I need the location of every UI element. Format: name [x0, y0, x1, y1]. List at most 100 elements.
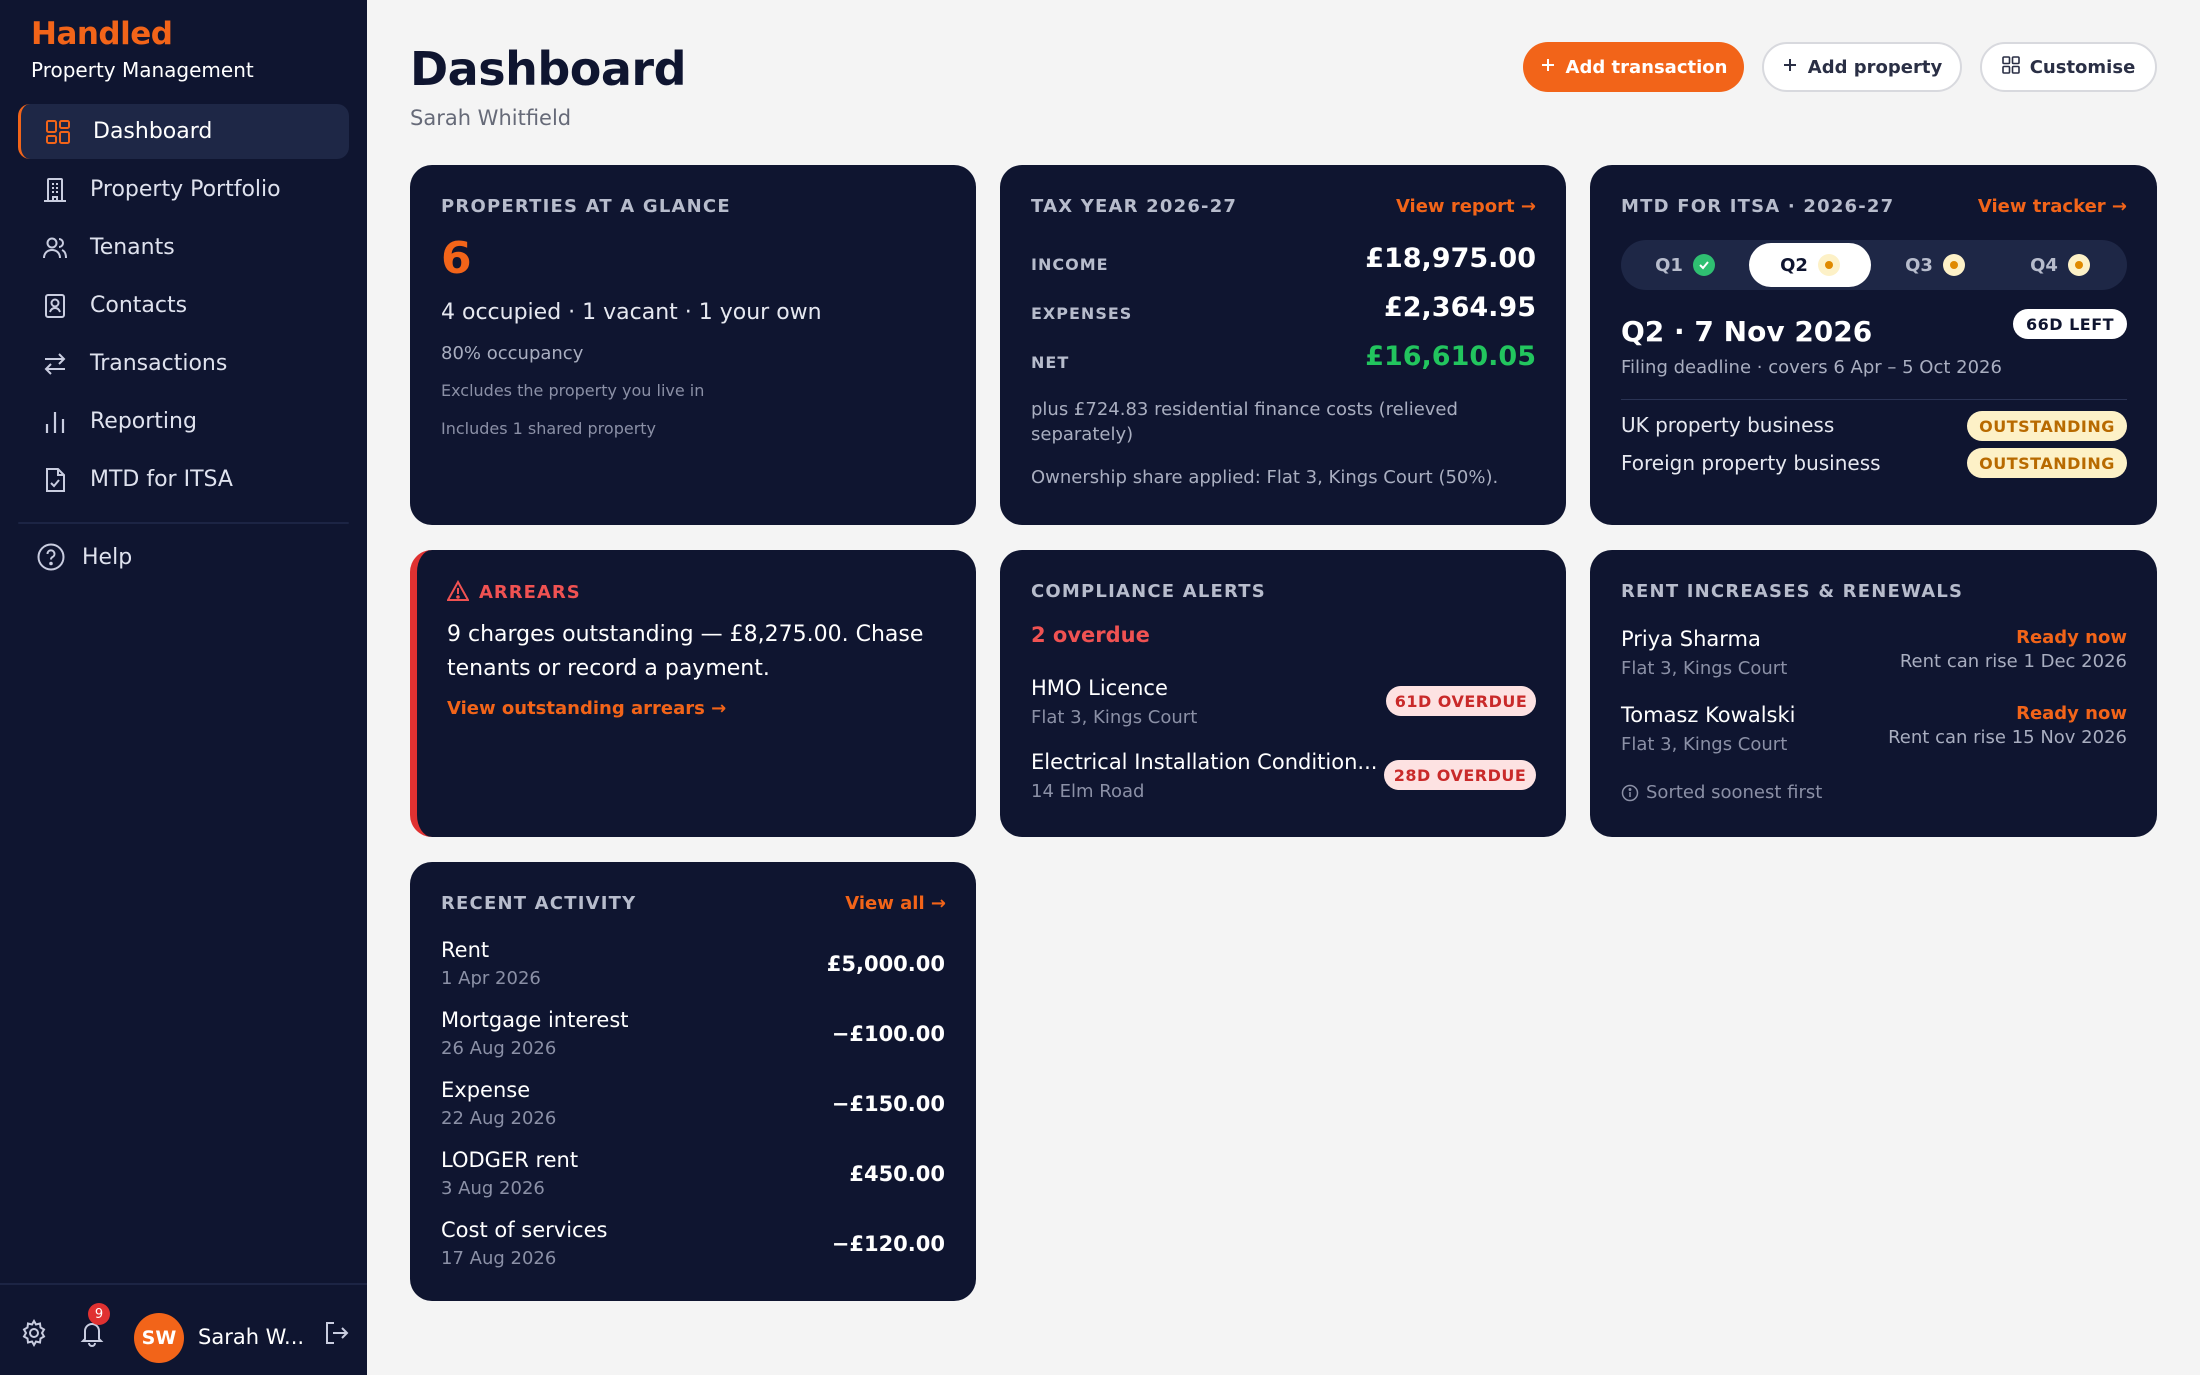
- plus-icon: [1782, 57, 1798, 78]
- sidebar-item-property-portfolio[interactable]: Property Portfolio: [18, 162, 349, 217]
- sidebar-item-label: Tenants: [90, 235, 175, 260]
- quarter-tabs: Q1 Q2 Q3 Q4: [1621, 240, 2127, 290]
- add-transaction-label: Add transaction: [1565, 56, 1728, 78]
- sidebar-nav: Dashboard Property Portfolio Tenants Con…: [18, 104, 349, 510]
- renewal-status: Ready now: [2016, 703, 2127, 724]
- list-item[interactable]: Rent 1 Apr 2026 £5,000.00: [441, 938, 945, 1008]
- quarter-label: Q4: [2030, 254, 2058, 276]
- tenant-name[interactable]: Priya Sharma: [1621, 627, 1761, 651]
- gear-icon[interactable]: [20, 1318, 48, 1351]
- page-title: Dashboard: [410, 42, 687, 96]
- sidebar-item-contacts[interactable]: Contacts: [18, 278, 349, 333]
- pending-dot-icon: [1817, 254, 1840, 276]
- arrears-label: ARREARS: [479, 582, 581, 603]
- building-icon: [40, 175, 70, 205]
- activity-name: Mortgage interest: [441, 1008, 629, 1032]
- list-item[interactable]: LODGER rent 3 Aug 2026 £450.00: [441, 1148, 945, 1218]
- activity-date: 22 Aug 2026: [441, 1108, 557, 1129]
- income-label: INCOME: [1031, 255, 1109, 274]
- mtd-itsa-card: MTD FOR ITSA · 2026-27 View tracker → Q1…: [1590, 165, 2157, 525]
- contact-card-icon: [40, 291, 70, 321]
- card-label: COMPLIANCE ALERTS: [1031, 581, 1266, 602]
- quarter-label: Q1: [1655, 254, 1683, 276]
- tab-q2[interactable]: Q2: [1749, 243, 1871, 287]
- customise-button[interactable]: Customise: [1980, 42, 2157, 92]
- sidebar-item-label: Reporting: [90, 409, 197, 434]
- check-icon: [1692, 254, 1715, 276]
- list-item[interactable]: Cost of services 17 Aug 2026 −£120.00: [441, 1218, 945, 1288]
- tenant-property: Flat 3, Kings Court: [1621, 734, 1788, 755]
- bell-icon[interactable]: [78, 1319, 106, 1351]
- logout-icon[interactable]: [322, 1319, 350, 1351]
- sidebar-item-tenants[interactable]: Tenants: [18, 220, 349, 275]
- user-name[interactable]: Sarah W...: [198, 1325, 305, 1349]
- sidebar-footer: 9 SW Sarah W...: [0, 1283, 367, 1375]
- pending-dot-icon: [2067, 254, 2090, 276]
- arrears-message: 9 charges outstanding — £8,275.00. Chase…: [447, 622, 924, 681]
- page-subtitle: Sarah Whitfield: [410, 106, 572, 130]
- properties-glance-card[interactable]: PROPERTIES AT A GLANCE 6 4 occupied · 1 …: [410, 165, 976, 525]
- tax-year-card: TAX YEAR 2026-27 View report → INCOME £1…: [1000, 165, 1566, 525]
- business-name: UK property business: [1621, 413, 1835, 437]
- view-all-link[interactable]: View all →: [845, 893, 946, 914]
- net-label: NET: [1031, 353, 1070, 372]
- notification-count-badge: 9: [88, 1303, 110, 1325]
- activity-date: 3 Aug 2026: [441, 1178, 545, 1199]
- rent-renewals-card: RENT INCREASES & RENEWALS Priya Sharma F…: [1590, 550, 2157, 837]
- sidebar-item-label: MTD for ITSA: [90, 467, 233, 492]
- tab-q1[interactable]: Q1: [1624, 243, 1746, 287]
- income-value: £18,975.00: [1365, 243, 1536, 274]
- glance-note: Excludes the property you live in: [441, 381, 705, 400]
- grid-icon: [43, 117, 73, 147]
- list-item[interactable]: Mortgage interest 26 Aug 2026 −£100.00: [441, 1008, 945, 1078]
- help-link[interactable]: Help: [36, 537, 132, 577]
- add-transaction-button[interactable]: Add transaction: [1523, 42, 1744, 92]
- occupancy-breakdown: 4 occupied · 1 vacant · 1 your own: [441, 300, 822, 325]
- finance-costs-note: plus £724.83 residential finance costs (…: [1031, 399, 1458, 445]
- warning-triangle-icon: [446, 579, 470, 606]
- tab-q4[interactable]: Q4: [1999, 243, 2121, 287]
- alert-title[interactable]: HMO Licence: [1031, 676, 1168, 700]
- alert-title[interactable]: Electrical Installation Condition...: [1031, 750, 1378, 774]
- view-tracker-link[interactable]: View tracker →: [1977, 196, 2127, 217]
- brand[interactable]: Handled Property Management: [31, 16, 254, 82]
- arrears-card: ARREARS 9 charges outstanding — £8,275.0…: [410, 550, 976, 837]
- sidebar-item-dashboard[interactable]: Dashboard: [18, 104, 349, 159]
- view-report-link[interactable]: View report →: [1395, 196, 1536, 217]
- sidebar-item-transactions[interactable]: Transactions: [18, 336, 349, 391]
- card-label: RECENT ACTIVITY: [441, 893, 637, 914]
- renewal-detail: Rent can rise 1 Dec 2026: [1899, 651, 2127, 672]
- grid-icon: [2001, 55, 2020, 79]
- add-property-button[interactable]: Add property: [1762, 42, 1962, 92]
- activity-date: 26 Aug 2026: [441, 1038, 557, 1059]
- help-circle-icon: [36, 542, 66, 572]
- bar-chart-icon: [40, 407, 70, 437]
- info-icon: [1621, 784, 1639, 806]
- activity-amount: −£100.00: [831, 1022, 945, 1046]
- overdue-badge: 61D OVERDUE: [1386, 686, 1536, 716]
- sidebar-item-reporting[interactable]: Reporting: [18, 394, 349, 449]
- status-badge: OUTSTANDING: [1967, 411, 2127, 441]
- card-label: MTD FOR ITSA · 2026-27: [1621, 196, 1895, 217]
- expenses-value: £2,364.95: [1383, 292, 1536, 323]
- activity-amount: £5,000.00: [826, 952, 945, 976]
- list-item[interactable]: Expense 22 Aug 2026 −£150.00: [441, 1078, 945, 1148]
- sidebar: Handled Property Management Dashboard Pr…: [0, 0, 367, 1375]
- view-arrears-link[interactable]: View outstanding arrears →: [447, 698, 727, 719]
- swap-arrows-icon: [40, 349, 70, 379]
- renewal-status: Ready now: [2016, 627, 2127, 648]
- brand-name: Handled: [31, 16, 173, 52]
- avatar[interactable]: SW: [134, 1313, 184, 1363]
- sidebar-item-label: Contacts: [90, 293, 188, 318]
- help-label: Help: [82, 544, 133, 570]
- net-value: £16,610.05: [1365, 341, 1536, 372]
- activity-amount: −£120.00: [831, 1232, 945, 1256]
- renewal-detail: Rent can rise 15 Nov 2026: [1888, 727, 2127, 748]
- sidebar-item-mtd-for-itsa[interactable]: MTD for ITSA: [18, 452, 349, 507]
- tenant-name[interactable]: Tomasz Kowalski: [1621, 703, 1796, 727]
- activity-date: 17 Aug 2026: [441, 1248, 557, 1269]
- alert-location: 14 Elm Road: [1031, 781, 1145, 802]
- sort-note: Sorted soonest first: [1646, 782, 1823, 803]
- tab-q3[interactable]: Q3: [1874, 243, 1996, 287]
- status-badge: OUTSTANDING: [1967, 448, 2127, 478]
